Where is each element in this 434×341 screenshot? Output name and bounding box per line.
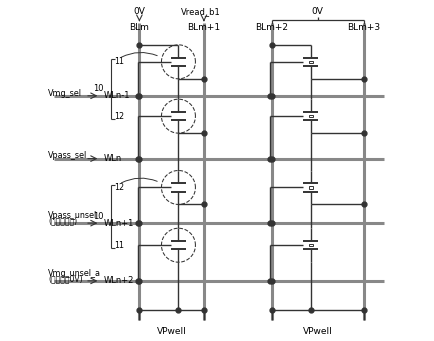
Text: 10: 10 xyxy=(93,212,103,221)
Text: Vmg_unsel_a: Vmg_unsel_a xyxy=(48,269,101,278)
Text: WLn+1: WLn+1 xyxy=(103,219,134,228)
Text: BLm+3: BLm+3 xyxy=(346,24,379,32)
Text: (负电压或0V): (负电压或0V) xyxy=(48,275,83,283)
Text: VPwell: VPwell xyxy=(156,327,186,336)
Text: WLn: WLn xyxy=(103,154,122,163)
FancyBboxPatch shape xyxy=(308,244,312,247)
Text: Vpass_sel: Vpass_sel xyxy=(48,151,87,160)
Text: 10: 10 xyxy=(93,85,103,93)
Text: BLm+2: BLm+2 xyxy=(255,24,288,32)
Text: 11: 11 xyxy=(114,57,124,66)
Text: Vmg_sel: Vmg_sel xyxy=(48,89,82,98)
Text: BLm+1: BLm+1 xyxy=(187,24,220,32)
Text: 12: 12 xyxy=(114,112,125,121)
Text: WLn-1: WLn-1 xyxy=(103,91,130,100)
FancyBboxPatch shape xyxy=(308,115,312,117)
Text: WLn+2: WLn+2 xyxy=(103,276,134,285)
Text: VPwell: VPwell xyxy=(302,327,332,336)
Text: (关断负电压): (关断负电压) xyxy=(48,217,77,226)
FancyBboxPatch shape xyxy=(308,61,312,63)
Text: 0V: 0V xyxy=(311,7,323,16)
FancyBboxPatch shape xyxy=(308,186,312,189)
Text: 12: 12 xyxy=(114,183,125,192)
Text: BLm: BLm xyxy=(129,24,149,32)
Text: Vpass_unsel: Vpass_unsel xyxy=(48,211,97,220)
Text: Vread_b1: Vread_b1 xyxy=(180,7,220,16)
Text: 0V: 0V xyxy=(133,7,145,16)
Text: 11: 11 xyxy=(114,241,124,250)
